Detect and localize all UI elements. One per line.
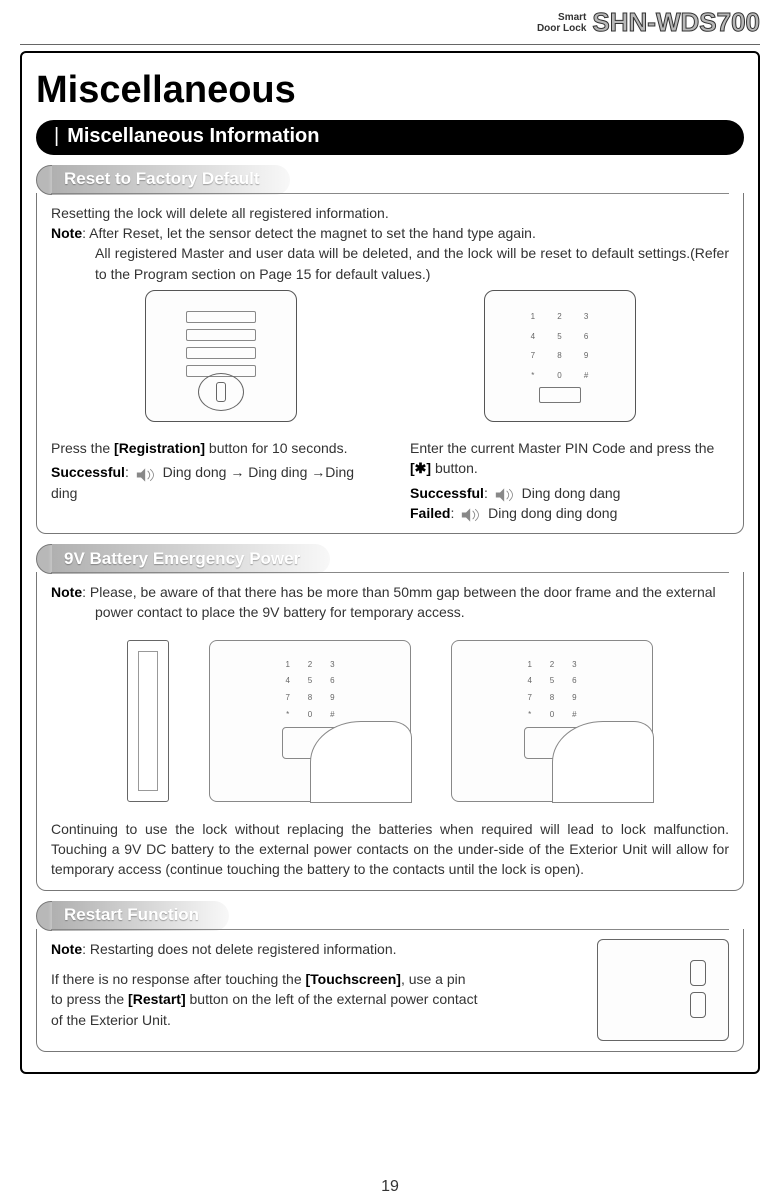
restart-content-box: Note: Restarting does not delete registe… — [36, 929, 744, 1052]
reset-title: Reset to Factory Default — [52, 165, 290, 195]
battery-note-label: Note — [51, 584, 82, 600]
brand-label: Smart Door Lock — [537, 12, 586, 34]
interior-unit-figure — [145, 290, 297, 422]
reset-left-success-label: Successful — [51, 464, 125, 480]
reset-left-text-b: [Registration] — [114, 440, 205, 456]
hand-icon — [310, 721, 412, 803]
reset-right-col: Enter the current Master PIN Code and pr… — [410, 438, 729, 523]
restart-note-label: Note — [51, 941, 82, 957]
section-heading-bar: | Miscellaneous Information — [36, 120, 744, 155]
speaker-icon — [495, 487, 515, 501]
keypad-figure: 123 456 789 *0# — [484, 290, 636, 422]
restart-body-d: [Restart] — [128, 991, 186, 1007]
reset-right-text-c: button. — [431, 460, 478, 476]
card-hand-figure: 123 456 789 *0# — [209, 640, 411, 802]
reset-right-text-b: [✱] — [410, 460, 431, 476]
model-label: SHN-WDS700 — [592, 4, 760, 42]
reset-note-body: All registered Master and user data will… — [51, 243, 729, 284]
battery-note-text: : Please, be aware of that there has be … — [82, 584, 716, 620]
page-title: Miscellaneous — [36, 63, 744, 118]
page-number: 19 — [0, 1175, 780, 1198]
header: Smart Door Lock SHN-WDS700 — [20, 0, 760, 45]
pipe-icon: | — [54, 122, 59, 151]
brand-line2: Door Lock — [537, 23, 586, 34]
reset-two-col: Press the [Registration] button for 10 s… — [51, 438, 729, 523]
speaker-icon — [136, 467, 156, 481]
battery-title: 9V Battery Emergency Power — [52, 544, 330, 574]
reset-figure-row: 123 456 789 *0# — [51, 284, 729, 432]
restart-note-text: : Restarting does not delete registered … — [82, 941, 396, 957]
hand-icon — [552, 721, 654, 803]
reset-left-col: Press the [Registration] button for 10 s… — [51, 438, 370, 523]
reset-right-success-sound: Ding dong dang — [518, 485, 621, 501]
restart-figure — [597, 939, 729, 1041]
reset-note-label: Note — [51, 225, 82, 241]
reset-note-line: Note: After Reset, let the sensor detect… — [51, 223, 729, 243]
reset-left-text-c: button for 10 seconds. — [205, 440, 347, 456]
section-heading-text: Miscellaneous Information — [67, 122, 319, 151]
side-view-figure — [127, 640, 169, 802]
restart-title: Restart Function — [52, 901, 229, 931]
reset-right-failed-label: Failed — [410, 505, 450, 521]
touch-hand-figure: 123 456 789 *0# — [451, 640, 653, 802]
reset-right-success-label: Successful — [410, 485, 484, 501]
content-frame: Miscellaneous | Miscellaneous Informatio… — [20, 51, 760, 1074]
battery-note-line: Note: Please, be aware of that there has… — [51, 582, 729, 623]
reset-left-text-a: Press the — [51, 440, 114, 456]
restart-body-b: [Touchscreen] — [306, 971, 401, 987]
restart-body-a: If there is no response after touching t… — [51, 971, 306, 987]
battery-figure-row: 123 456 789 *0# 123 456 789 *0# — [51, 631, 729, 811]
reset-right-text-a: Enter the current Master PIN Code and pr… — [410, 440, 714, 456]
battery-content-box: Note: Please, be aware of that there has… — [36, 572, 744, 890]
brand-line1: Smart — [558, 12, 586, 23]
reset-pillbar: Reset to Factory Default — [36, 165, 744, 195]
reset-intro: Resetting the lock will delete all regis… — [51, 203, 729, 223]
speaker-icon — [461, 507, 481, 521]
battery-body: Continuing to use the lock without repla… — [51, 819, 729, 880]
restart-pillbar: Restart Function — [36, 901, 744, 931]
reset-right-failed-sound: Ding dong ding dong — [484, 505, 617, 521]
restart-body: If there is no response after touching t… — [51, 969, 481, 1030]
reset-note-text: : After Reset, let the sensor detect the… — [82, 225, 536, 241]
reset-content-box: Resetting the lock will delete all regis… — [36, 193, 744, 534]
battery-pillbar: 9V Battery Emergency Power — [36, 544, 744, 574]
